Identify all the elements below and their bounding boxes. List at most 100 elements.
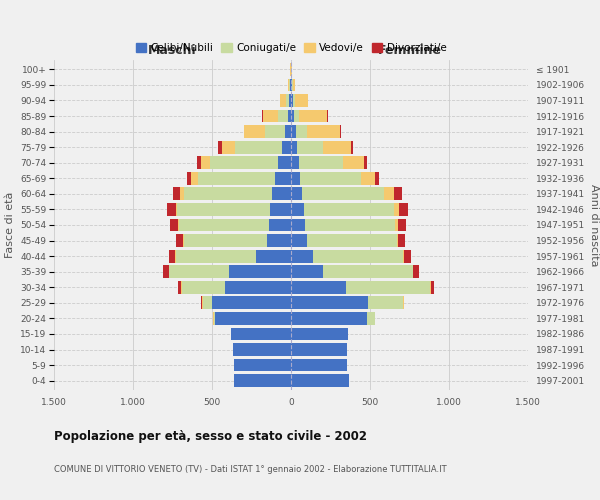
Bar <box>291 358 347 372</box>
Bar <box>305 218 395 232</box>
Bar <box>299 110 328 122</box>
Bar <box>271 203 291 216</box>
Bar <box>291 141 298 154</box>
Bar <box>198 172 275 184</box>
Bar <box>291 296 368 309</box>
Bar <box>173 188 181 200</box>
Bar <box>364 156 367 169</box>
Bar <box>215 312 291 325</box>
Bar <box>399 203 408 216</box>
Bar <box>291 281 346 293</box>
Bar <box>177 203 271 216</box>
Bar <box>203 296 212 309</box>
Bar <box>272 188 291 200</box>
Bar <box>291 188 302 200</box>
Bar <box>394 203 399 216</box>
Y-axis label: Fasce di età: Fasce di età <box>5 192 14 258</box>
Bar <box>167 203 176 216</box>
Bar <box>278 156 291 169</box>
Bar <box>295 94 308 107</box>
Bar <box>403 250 404 262</box>
Bar <box>233 343 291 356</box>
Bar <box>291 374 349 387</box>
Bar <box>340 125 341 138</box>
Bar <box>181 281 182 293</box>
Bar <box>346 281 430 293</box>
Bar <box>211 156 278 169</box>
Bar <box>292 78 293 92</box>
Bar <box>268 234 291 247</box>
Bar <box>182 281 224 293</box>
Bar <box>187 172 191 184</box>
Bar <box>275 172 291 184</box>
Bar <box>291 312 367 325</box>
Bar <box>184 234 268 247</box>
Bar <box>218 141 222 154</box>
Bar <box>212 296 291 309</box>
Bar <box>290 78 291 92</box>
Bar <box>178 281 181 293</box>
Bar <box>234 374 291 387</box>
Bar <box>343 156 364 169</box>
Bar <box>296 125 307 138</box>
Bar <box>291 250 313 262</box>
Bar <box>395 218 398 232</box>
Bar <box>301 172 361 184</box>
Text: Femmine: Femmine <box>377 44 442 57</box>
Bar <box>184 188 272 200</box>
Bar <box>278 110 288 122</box>
Legend: Celibi/Nubili, Coniugati/e, Vedovi/e, Divorziati/e: Celibi/Nubili, Coniugati/e, Vedovi/e, Di… <box>131 39 451 57</box>
Bar <box>291 110 294 122</box>
Bar <box>286 125 291 138</box>
Bar <box>262 110 263 122</box>
Bar <box>291 328 348 340</box>
Text: Maschi: Maschi <box>148 44 197 57</box>
Bar <box>231 328 291 340</box>
Bar <box>163 266 169 278</box>
Bar <box>289 78 290 92</box>
Bar <box>291 78 292 92</box>
Text: Popolazione per età, sesso e stato civile - 2002: Popolazione per età, sesso e stato civil… <box>54 430 367 443</box>
Bar <box>181 188 184 200</box>
Bar <box>244 125 265 138</box>
Bar <box>178 218 179 232</box>
Bar <box>235 141 283 154</box>
Bar <box>265 125 286 138</box>
Bar <box>234 358 291 372</box>
Bar <box>397 234 398 247</box>
Bar <box>291 234 307 247</box>
Bar <box>170 218 178 232</box>
Bar <box>430 281 431 293</box>
Bar <box>288 110 291 122</box>
Bar <box>214 312 215 325</box>
Bar <box>222 141 235 154</box>
Bar <box>291 266 323 278</box>
Bar <box>323 141 351 154</box>
Bar <box>183 234 184 247</box>
Bar <box>313 250 403 262</box>
Bar <box>169 250 175 262</box>
Bar <box>413 266 419 278</box>
Bar <box>294 110 299 122</box>
Bar <box>263 110 278 122</box>
Bar <box>197 156 201 169</box>
Bar <box>229 266 291 278</box>
Bar <box>299 156 343 169</box>
Bar <box>288 78 289 92</box>
Bar <box>351 141 353 154</box>
Bar <box>291 218 305 232</box>
Bar <box>256 250 291 262</box>
Bar <box>176 203 177 216</box>
Bar <box>176 250 256 262</box>
Bar <box>179 218 269 232</box>
Text: COMUNE DI VITTORIO VENETO (TV) - Dati ISTAT 1° gennaio 2002 - Elaborazione TUTTI: COMUNE DI VITTORIO VENETO (TV) - Dati IS… <box>54 465 446 474</box>
Bar <box>307 234 397 247</box>
Bar <box>176 234 183 247</box>
Bar <box>291 94 293 107</box>
Bar <box>398 218 406 232</box>
Bar <box>175 250 176 262</box>
Bar <box>169 266 229 278</box>
Bar <box>191 172 198 184</box>
Bar <box>323 266 413 278</box>
Bar <box>293 78 295 92</box>
